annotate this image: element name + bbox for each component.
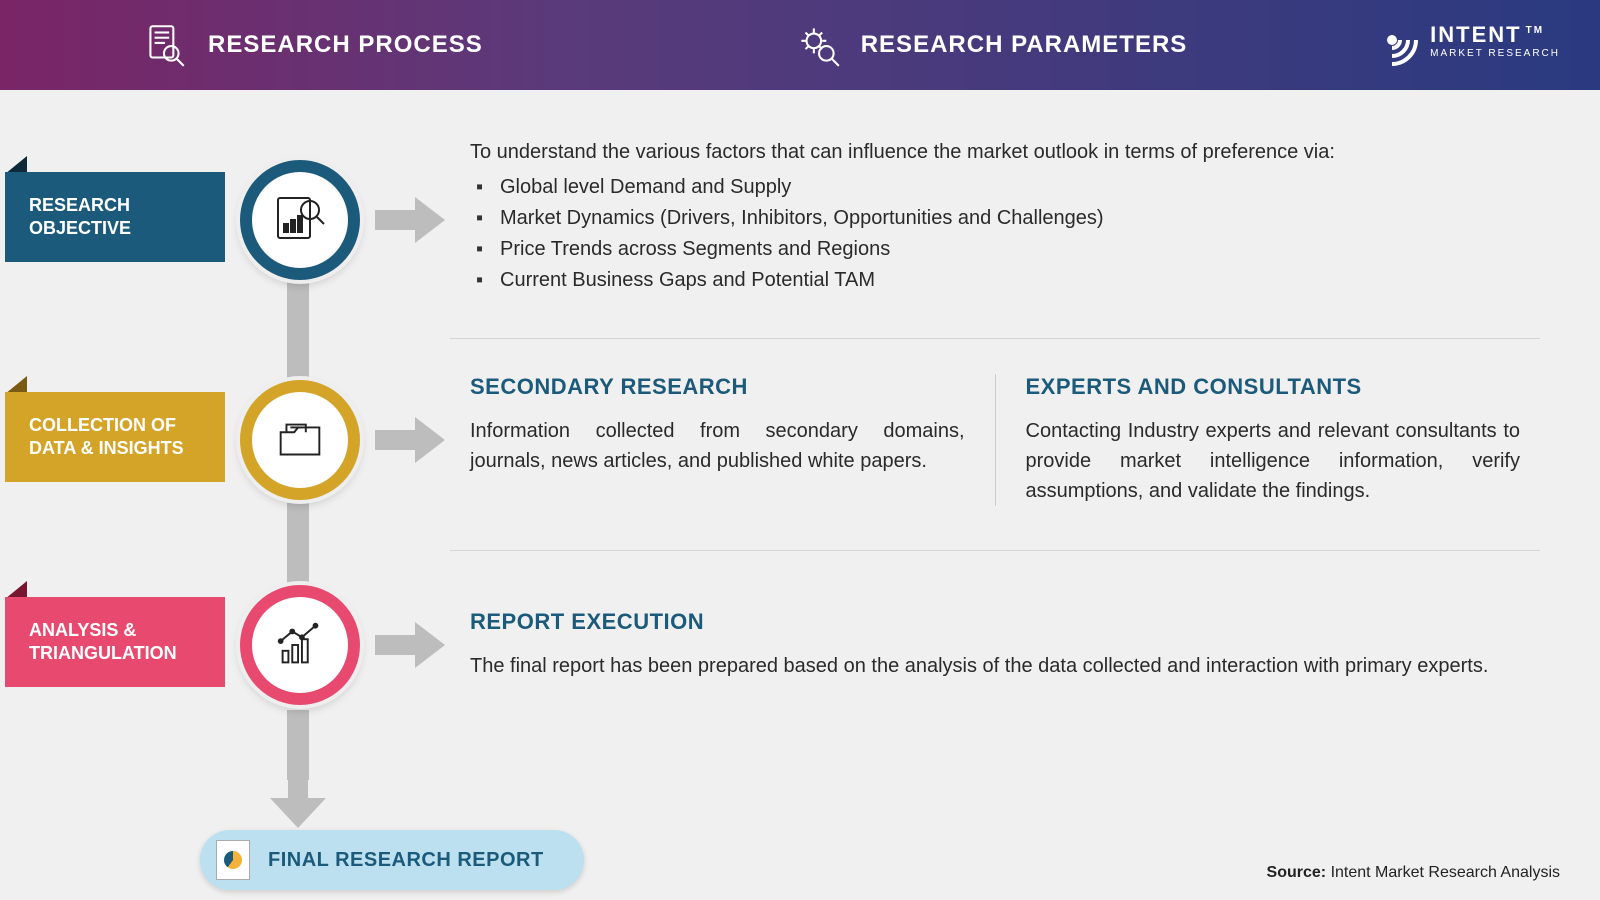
report-magnify-icon — [240, 160, 360, 280]
report-execution-title: REPORT EXECUTION — [470, 609, 1550, 635]
report-doc-icon — [216, 840, 250, 880]
logo-tm: TM — [1526, 25, 1544, 36]
stage-3-content: REPORT EXECUTION The final report has be… — [450, 609, 1560, 681]
folder-icon — [240, 380, 360, 500]
arrow-right-icon — [370, 415, 450, 465]
stage-1-content: To understand the various factors that c… — [450, 141, 1560, 300]
list-item: Global level Demand and Supply — [500, 176, 1550, 199]
header-research-parameters: RESEARCH PARAMETERS — [793, 20, 1188, 70]
final-report-pill: FINAL RESEARCH REPORT — [200, 830, 584, 890]
experts-body: Contacting Industry experts and relevant… — [1026, 416, 1521, 506]
header-params-label: RESEARCH PARAMETERS — [861, 31, 1188, 59]
arrow-right-icon — [370, 195, 450, 245]
logo-title: INTENT — [1430, 22, 1521, 47]
chart-icon — [240, 585, 360, 705]
divider-1 — [450, 338, 1540, 339]
list-item: Current Business Gaps and Potential TAM — [500, 269, 1550, 292]
arrow-down-icon — [268, 778, 328, 833]
stage-2-label: COLLECTION OF DATA & INSIGHTS — [5, 392, 225, 482]
list-item: Market Dynamics (Drivers, Inhibitors, Op… — [500, 207, 1550, 230]
gear-search-icon — [793, 20, 843, 70]
logo-subtitle: MARKET RESEARCH — [1430, 48, 1560, 59]
source-text: Intent Market Research Analysis — [1331, 864, 1560, 881]
logo-rings-icon — [1362, 10, 1422, 70]
brand-logo: INTENT TM MARKET RESEARCH — [1362, 10, 1560, 70]
stage-analysis-triangulation: ANALYSIS & TRIANGULATION REPORT EXECUTIO… — [0, 555, 1560, 735]
secondary-research-title: SECONDARY RESEARCH — [470, 374, 965, 400]
stage-2-content: SECONDARY RESEARCH Information collected… — [450, 374, 1560, 506]
stage-research-objective: RESEARCH OBJECTIVE To understand the var… — [0, 120, 1560, 320]
source-caption: Source: Intent Market Research Analysis — [1267, 864, 1560, 882]
stage-1-intro: To understand the various factors that c… — [470, 141, 1550, 164]
source-label: Source: — [1267, 864, 1327, 881]
secondary-research-body: Information collected from secondary dom… — [470, 416, 965, 476]
stage-3-label: ANALYSIS & TRIANGULATION — [5, 597, 225, 687]
report-execution-body: The final report has been prepared based… — [470, 651, 1550, 681]
arrow-right-icon — [370, 620, 450, 670]
divider-2 — [450, 550, 1540, 551]
experts-title: EXPERTS AND CONSULTANTS — [1026, 374, 1521, 400]
document-search-icon — [140, 20, 190, 70]
header-research-process: RESEARCH PROCESS — [140, 20, 483, 70]
header-bar: RESEARCH PROCESS RESEARCH PARAMETERS INT… — [0, 0, 1600, 90]
stage-data-collection: COLLECTION OF DATA & INSIGHTS SECONDARY … — [0, 340, 1560, 540]
final-report-label: FINAL RESEARCH REPORT — [268, 849, 544, 872]
header-process-label: RESEARCH PROCESS — [208, 31, 483, 59]
stage-1-label: RESEARCH OBJECTIVE — [5, 172, 225, 262]
main-diagram: RESEARCH OBJECTIVE To understand the var… — [0, 90, 1600, 900]
list-item: Price Trends across Segments and Regions — [500, 238, 1550, 261]
